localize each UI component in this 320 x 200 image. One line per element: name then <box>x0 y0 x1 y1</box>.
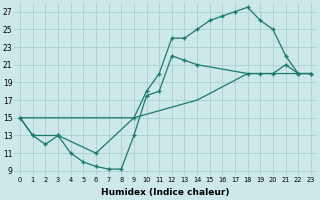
X-axis label: Humidex (Indice chaleur): Humidex (Indice chaleur) <box>101 188 230 197</box>
